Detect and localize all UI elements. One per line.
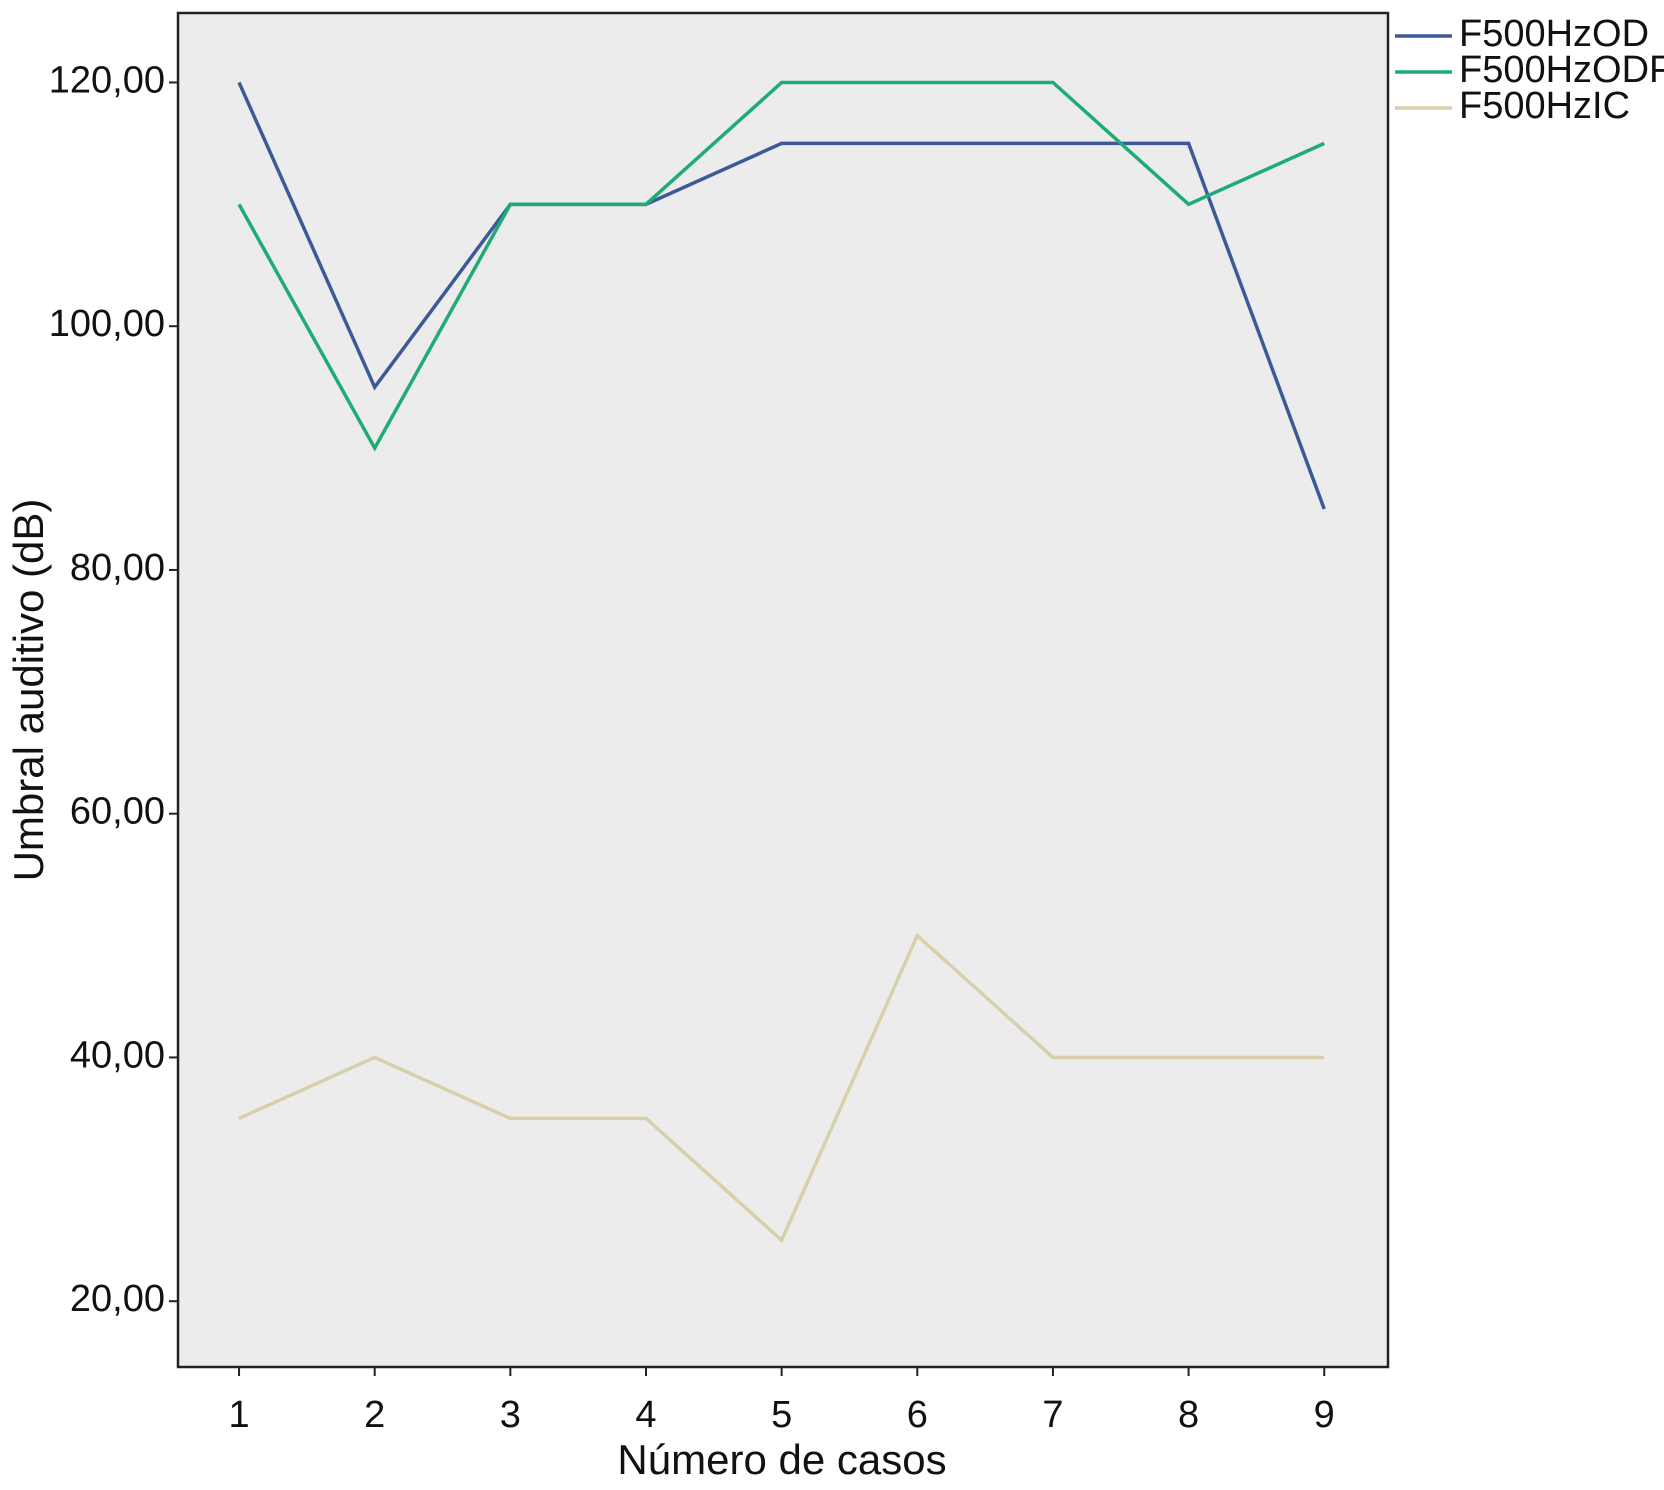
- x-tick-label: 3: [500, 1394, 521, 1436]
- x-axis-label: Número de casos: [617, 1436, 946, 1483]
- y-tick-label: 80,00: [70, 547, 165, 589]
- x-tick-label: 5: [771, 1394, 792, 1436]
- y-axis-label: Umbral auditivo (dB): [5, 499, 52, 882]
- x-tick-label: 7: [1042, 1394, 1063, 1436]
- x-tick-label: 6: [907, 1394, 928, 1436]
- series-line: [237, 81, 1326, 510]
- x-tick-label: 2: [364, 1394, 385, 1436]
- y-tick-label: 40,00: [70, 1034, 165, 1076]
- x-tick-label: 8: [1178, 1394, 1199, 1436]
- x-tick-label: 4: [635, 1394, 656, 1436]
- y-tick-label: 20,00: [70, 1278, 165, 1320]
- y-tick-label: 60,00: [70, 791, 165, 833]
- series-line: [238, 932, 1325, 1244]
- x-tick-label: 9: [1314, 1394, 1335, 1436]
- series-line: [237, 80, 1325, 452]
- x-tick-label: 1: [228, 1394, 249, 1436]
- legend-label: F500HzOD: [1459, 13, 1649, 55]
- plot-area: [176, 11, 1390, 1369]
- y-tick-label: 120,00: [49, 59, 165, 101]
- legend-label: F500HzODPi: [1459, 49, 1664, 91]
- y-tick-label: 100,00: [49, 303, 165, 345]
- legend-label: F500HzIC: [1459, 85, 1630, 127]
